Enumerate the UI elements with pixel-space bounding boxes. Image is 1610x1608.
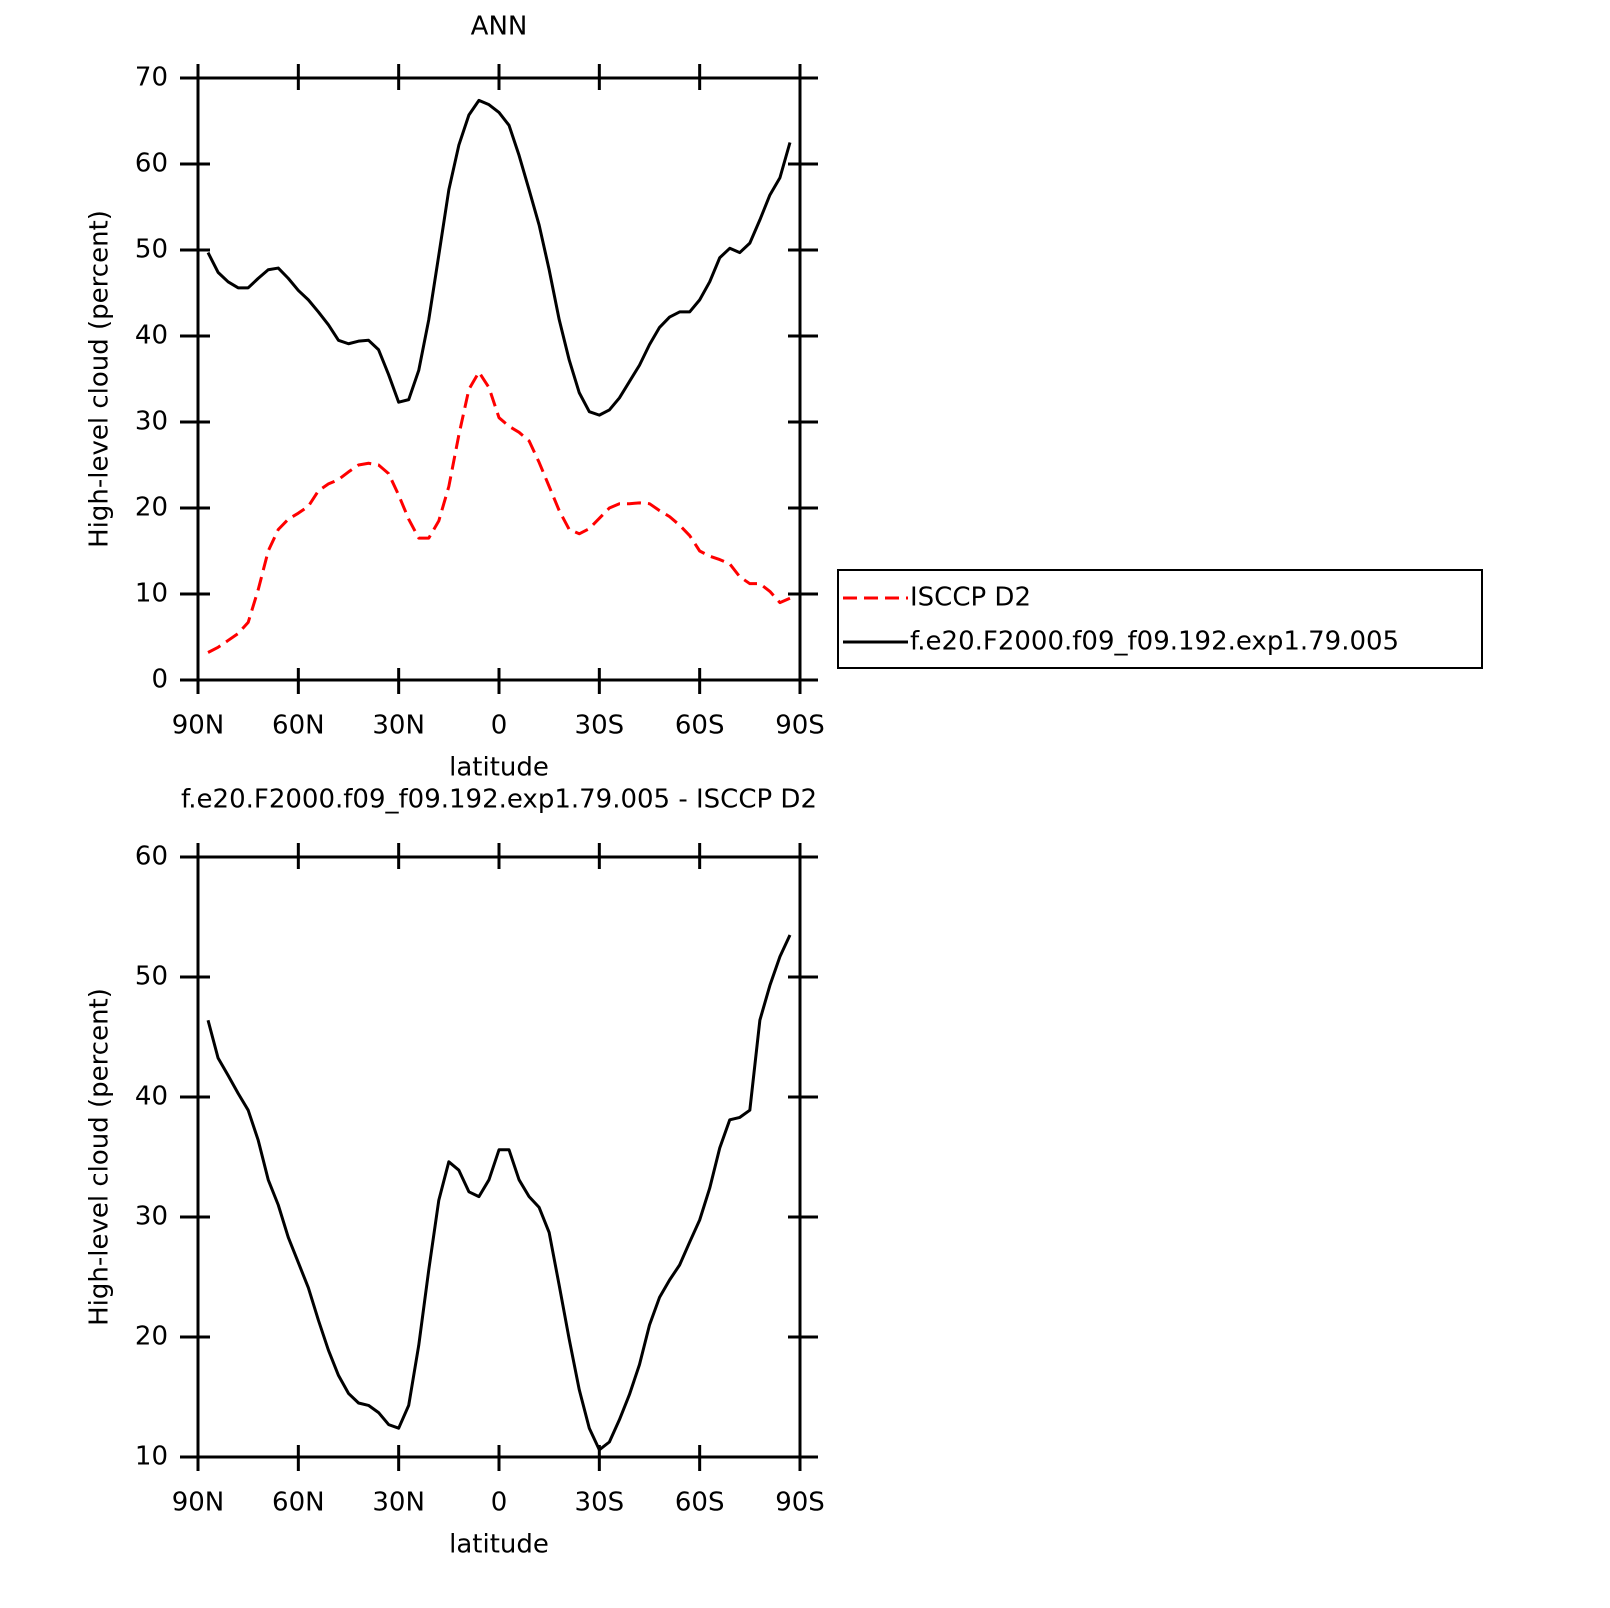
x-tick-label: 30S <box>575 711 625 741</box>
x-tick-label: 0 <box>491 1488 508 1518</box>
x-tick-label: 0 <box>491 711 508 741</box>
y-tick-label: 30 <box>135 407 168 437</box>
x-tick-label: 60S <box>675 711 725 741</box>
y-tick-label: 0 <box>151 665 168 695</box>
legend-label: ISCCP D2 <box>910 583 1031 613</box>
x-axis-label: latitude <box>449 1530 549 1560</box>
y-tick-label: 10 <box>135 1442 168 1472</box>
y-tick-label: 30 <box>135 1202 168 1232</box>
y-tick-label: 20 <box>135 493 168 523</box>
y-tick-label: 20 <box>135 1322 168 1352</box>
chart-title: ANN <box>471 12 528 42</box>
x-tick-label: 30N <box>372 1488 425 1518</box>
legend-label: f.e20.F2000.f09_f09.192.exp1.79.005 <box>910 627 1399 657</box>
y-axis-label: High-level cloud (percent) <box>85 210 115 548</box>
data-line <box>206 934 792 1452</box>
y-tick-label: 60 <box>135 842 168 872</box>
chart-title: f.e20.F2000.f09_f09.192.exp1.79.005 - IS… <box>181 785 817 815</box>
y-tick-label: 70 <box>135 63 168 93</box>
y-tick-label: 50 <box>135 235 168 265</box>
x-tick-label: 60N <box>272 1488 325 1518</box>
data-line <box>206 98 792 417</box>
x-tick-label: 90N <box>172 1488 225 1518</box>
x-tick-label: 90S <box>775 1488 825 1518</box>
x-tick-label: 60S <box>675 1488 725 1518</box>
plot-frame <box>196 76 802 682</box>
plot-frame <box>196 855 802 1459</box>
y-axis-label: High-level cloud (percent) <box>85 988 115 1326</box>
x-tick-label: 90S <box>775 711 825 741</box>
y-tick-label: 40 <box>135 1082 168 1112</box>
data-line <box>207 370 791 654</box>
legend-box <box>837 569 1483 669</box>
x-tick-label: 60N <box>272 711 325 741</box>
y-tick-label: 10 <box>135 579 168 609</box>
x-tick-label: 30S <box>575 1488 625 1518</box>
x-axis-label: latitude <box>449 753 549 783</box>
x-tick-label: 30N <box>372 711 425 741</box>
y-tick-label: 50 <box>135 962 168 992</box>
y-tick-label: 40 <box>135 321 168 351</box>
y-tick-label: 60 <box>135 149 168 179</box>
x-tick-label: 90N <box>172 711 225 741</box>
